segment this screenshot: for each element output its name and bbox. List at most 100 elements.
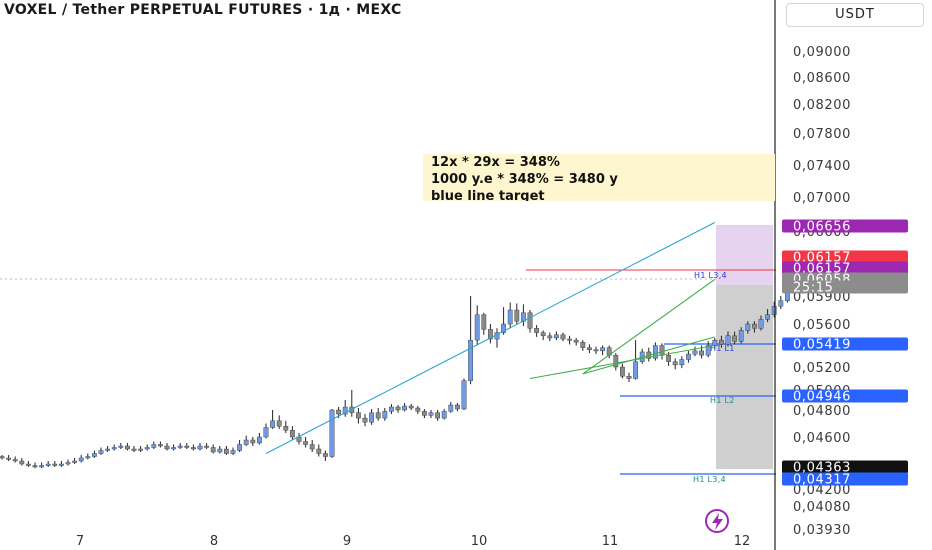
candle	[197, 443, 203, 451]
candle	[329, 409, 335, 458]
candle	[514, 303, 520, 324]
candle	[560, 332, 566, 342]
price-tick-label: 0,05600	[793, 318, 851, 333]
candle	[672, 358, 678, 370]
candle	[738, 327, 744, 344]
candle	[540, 330, 546, 341]
price-tag-label: 0,04946	[793, 390, 851, 405]
candle	[237, 440, 242, 452]
candle	[481, 312, 487, 335]
candle	[395, 405, 401, 413]
price-tag-label: 0,04317	[793, 473, 851, 488]
candle	[131, 446, 137, 452]
price-tags: 0,066560,061570,061570,0605825:150,05419…	[782, 219, 908, 488]
candle	[190, 444, 196, 451]
price-tag: 0,04363	[782, 460, 908, 476]
candle	[157, 441, 163, 448]
date-tick-label: 10	[471, 534, 488, 549]
candle	[507, 302, 513, 329]
candle	[309, 440, 315, 452]
note-line-2: 1000 y.e * 348% = 3480 y	[431, 172, 618, 187]
candle	[369, 409, 374, 425]
candle	[382, 408, 388, 421]
date-tick-label: 11	[602, 534, 619, 549]
candle	[144, 444, 150, 451]
candle	[26, 461, 31, 467]
price-tick-label: 0,07000	[793, 191, 851, 206]
candle	[494, 328, 500, 348]
candle	[290, 426, 295, 440]
candle	[303, 437, 308, 448]
price-tag-label: 0,04363	[793, 461, 851, 476]
price-tick-label: 0,08600	[793, 71, 851, 86]
candle	[732, 331, 738, 345]
candle	[45, 461, 51, 467]
candle	[408, 404, 414, 410]
candle	[719, 335, 724, 348]
candle	[679, 356, 685, 369]
candle	[356, 408, 361, 424]
take-profit-zone	[716, 225, 773, 285]
candle	[389, 404, 394, 415]
candle	[448, 402, 454, 413]
candle	[151, 441, 157, 449]
candle	[771, 301, 777, 318]
candle	[600, 345, 606, 356]
candle	[705, 341, 711, 358]
candle	[164, 443, 170, 451]
candle	[745, 321, 751, 334]
candle	[184, 443, 190, 449]
date-tick-label: 8	[210, 534, 218, 549]
price-tick-label: 0,07800	[793, 127, 851, 142]
note-line-1: 12x * 29x = 348%	[431, 155, 560, 170]
candle	[0, 455, 5, 460]
candle	[587, 344, 592, 354]
candle	[59, 461, 64, 467]
level-label-h1-l2: H1 L2	[710, 396, 735, 405]
level-label-h1-l34-top: H1 L3,4	[694, 271, 727, 280]
currency-button[interactable]: USDT	[786, 3, 924, 27]
date-tick-label: 9	[343, 534, 351, 549]
candle	[342, 400, 348, 417]
candle	[778, 296, 784, 310]
candle	[217, 446, 223, 454]
candle	[32, 462, 38, 469]
candle	[501, 307, 506, 335]
price-tag: 0,04317	[782, 472, 908, 488]
trendline-group	[265, 222, 716, 454]
price-tag: 0,04946	[782, 389, 908, 405]
candle	[296, 432, 302, 445]
candle	[65, 459, 71, 466]
price-tag-label: 0,05419	[793, 338, 851, 353]
candle	[692, 346, 698, 357]
candle	[455, 403, 460, 412]
candle	[428, 410, 434, 419]
candle	[422, 409, 427, 419]
price-tick-label: 0,04080	[793, 500, 851, 515]
annotation-note[interactable]: 12x * 29x = 348% 1000 y.e * 348% = 3480 …	[423, 154, 775, 201]
price-tick-label: 0,09000	[793, 45, 851, 60]
candle	[19, 458, 25, 466]
candle	[554, 331, 559, 341]
price-tick-label: 0,04600	[793, 431, 851, 446]
trendline	[529, 344, 715, 380]
lightning-icon[interactable]	[705, 509, 729, 533]
candle	[461, 378, 467, 410]
price-tick-label: 0,08200	[793, 98, 851, 113]
candle	[765, 309, 771, 323]
price-tick-label: 0,03930	[793, 523, 851, 538]
candle	[243, 435, 249, 446]
candle	[580, 340, 586, 351]
candle	[375, 408, 381, 421]
note-line-3: blue line target	[431, 189, 545, 201]
candle	[171, 444, 176, 451]
candle	[547, 332, 553, 342]
candle	[534, 325, 540, 337]
price-tick-label-partial: 0,04200	[793, 483, 851, 498]
candle	[362, 414, 368, 427]
candle	[620, 363, 625, 379]
candle	[521, 304, 526, 327]
candle	[98, 447, 104, 455]
candle	[250, 437, 256, 446]
